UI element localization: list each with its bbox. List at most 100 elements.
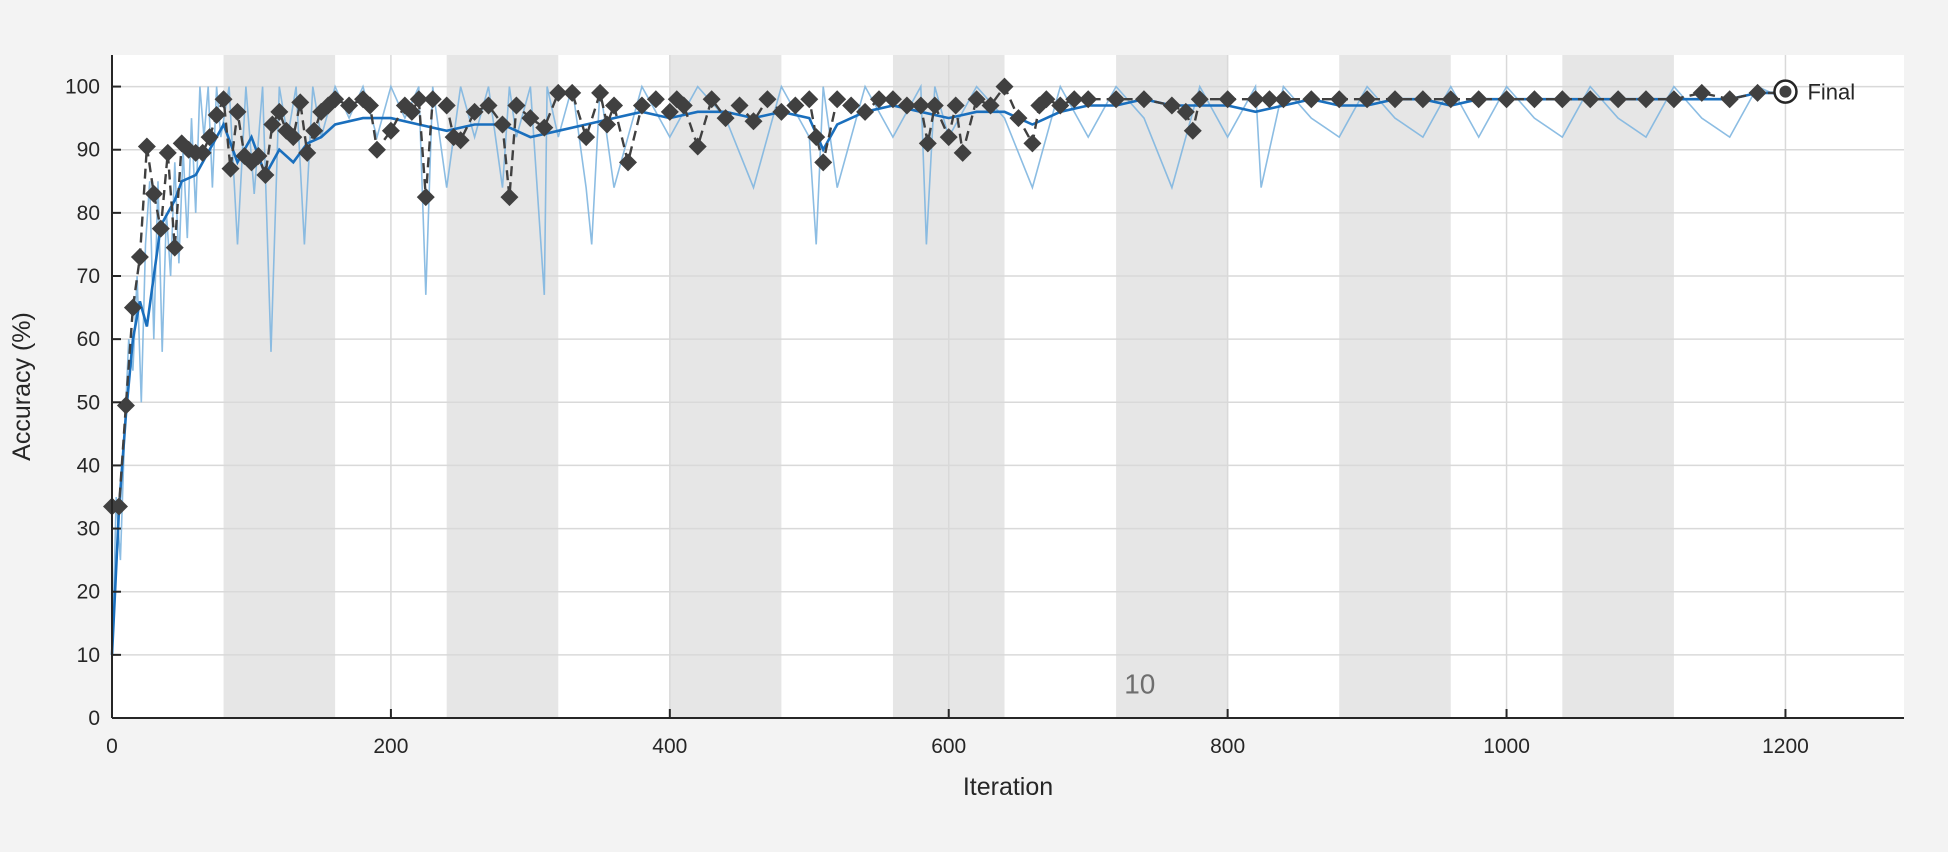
validation-point — [507, 96, 526, 115]
validation-point — [786, 96, 805, 115]
x-tick-label: 800 — [1210, 735, 1245, 758]
epoch-band — [446, 55, 559, 718]
x-tick-label: 1200 — [1762, 735, 1809, 758]
validation-point — [263, 115, 282, 134]
validation-point — [437, 96, 456, 115]
validation-point — [1246, 90, 1265, 109]
validation-point — [340, 96, 359, 115]
tick-labels: 0 200 400 600 800 1000 1200 0 10 20 30 40 50 60 70 80 90… — [65, 76, 1809, 758]
raw-accuracy-line — [111, 83, 1786, 668]
validation-point — [577, 128, 596, 147]
validation-point — [702, 90, 721, 109]
validation-point — [1107, 90, 1126, 109]
validation-point — [151, 219, 170, 238]
validation-point — [1023, 134, 1042, 153]
validation-point — [1190, 90, 1209, 109]
validation-point — [1581, 90, 1600, 109]
validation-point — [402, 102, 421, 121]
validation-point — [814, 153, 833, 172]
validation-point — [618, 153, 637, 172]
validation-point — [1553, 90, 1572, 109]
validation-point — [228, 102, 247, 121]
y-tick-label: 0 — [88, 707, 100, 730]
validation-point — [1037, 90, 1056, 109]
validation-point — [995, 77, 1014, 96]
validation-point — [1692, 83, 1711, 102]
series-layer — [103, 77, 1798, 668]
validation-point — [744, 112, 763, 131]
validation-point — [1274, 90, 1293, 109]
validation-point — [521, 109, 540, 128]
validation-point — [249, 147, 268, 166]
validation-point — [1637, 90, 1656, 109]
validation-point — [688, 137, 707, 156]
x-tick-label: 0 — [106, 735, 118, 758]
y-axis-label: Accuracy (%) — [8, 312, 36, 461]
epoch-band — [1116, 55, 1228, 718]
validation-point — [451, 131, 470, 150]
validation-point — [256, 165, 275, 184]
validation-point — [193, 143, 212, 162]
epoch-band — [1562, 55, 1674, 718]
validation-point — [730, 96, 749, 115]
validation-point — [953, 143, 972, 162]
validation-point — [116, 396, 135, 415]
validation-point — [1302, 90, 1321, 109]
validation-point — [305, 121, 324, 140]
validation-point — [1748, 83, 1767, 102]
validation-point — [423, 90, 442, 109]
validation-point — [409, 90, 428, 109]
validation-point — [242, 153, 261, 172]
validation-point — [200, 128, 219, 147]
validation-point — [416, 188, 435, 207]
validation-point — [1183, 121, 1202, 140]
validation-point — [535, 118, 554, 137]
validation-point — [221, 159, 240, 178]
validation-point — [367, 140, 386, 159]
validation-point — [360, 96, 379, 115]
validation-point — [165, 238, 184, 257]
validation-point — [1065, 90, 1084, 109]
validation-point — [632, 96, 651, 115]
x-tick-label: 1000 — [1483, 735, 1530, 758]
y-tick-label: 70 — [77, 265, 100, 288]
validation-point — [883, 90, 902, 109]
y-tick-label: 10 — [77, 644, 100, 667]
y-tick-label: 40 — [77, 454, 100, 477]
x-tick-label: 600 — [931, 735, 966, 758]
validation-point — [660, 102, 679, 121]
validation-point — [1176, 102, 1195, 121]
validation-point — [598, 115, 617, 134]
y-tick-label: 50 — [77, 391, 100, 414]
validation-point — [1664, 90, 1683, 109]
validation-point — [925, 96, 944, 115]
validation-point — [1330, 90, 1349, 109]
y-tick-label: 30 — [77, 518, 100, 541]
validation-point — [326, 90, 345, 109]
validation-point — [981, 96, 1000, 115]
validation-point — [842, 96, 861, 115]
validation-point — [1051, 96, 1070, 115]
validation-point — [123, 298, 142, 317]
validation-point — [1358, 90, 1377, 109]
validation-point — [291, 93, 310, 112]
validation-point — [1609, 90, 1628, 109]
validation-point — [591, 83, 610, 102]
validation-point — [130, 248, 149, 267]
validation-point — [284, 128, 303, 147]
validation-point — [270, 102, 289, 121]
validation-point — [800, 90, 819, 109]
validation-point — [911, 96, 930, 115]
validation-point — [1720, 90, 1739, 109]
validation-point — [772, 102, 791, 121]
validation-point — [207, 105, 226, 124]
y-tick-label: 80 — [77, 202, 100, 225]
validation-point — [109, 497, 128, 516]
validation-point — [549, 83, 568, 102]
validation-point — [716, 109, 735, 128]
validation-point — [500, 188, 519, 207]
validation-point — [1079, 90, 1098, 109]
validation-point — [946, 96, 965, 115]
validation-point — [646, 90, 665, 109]
